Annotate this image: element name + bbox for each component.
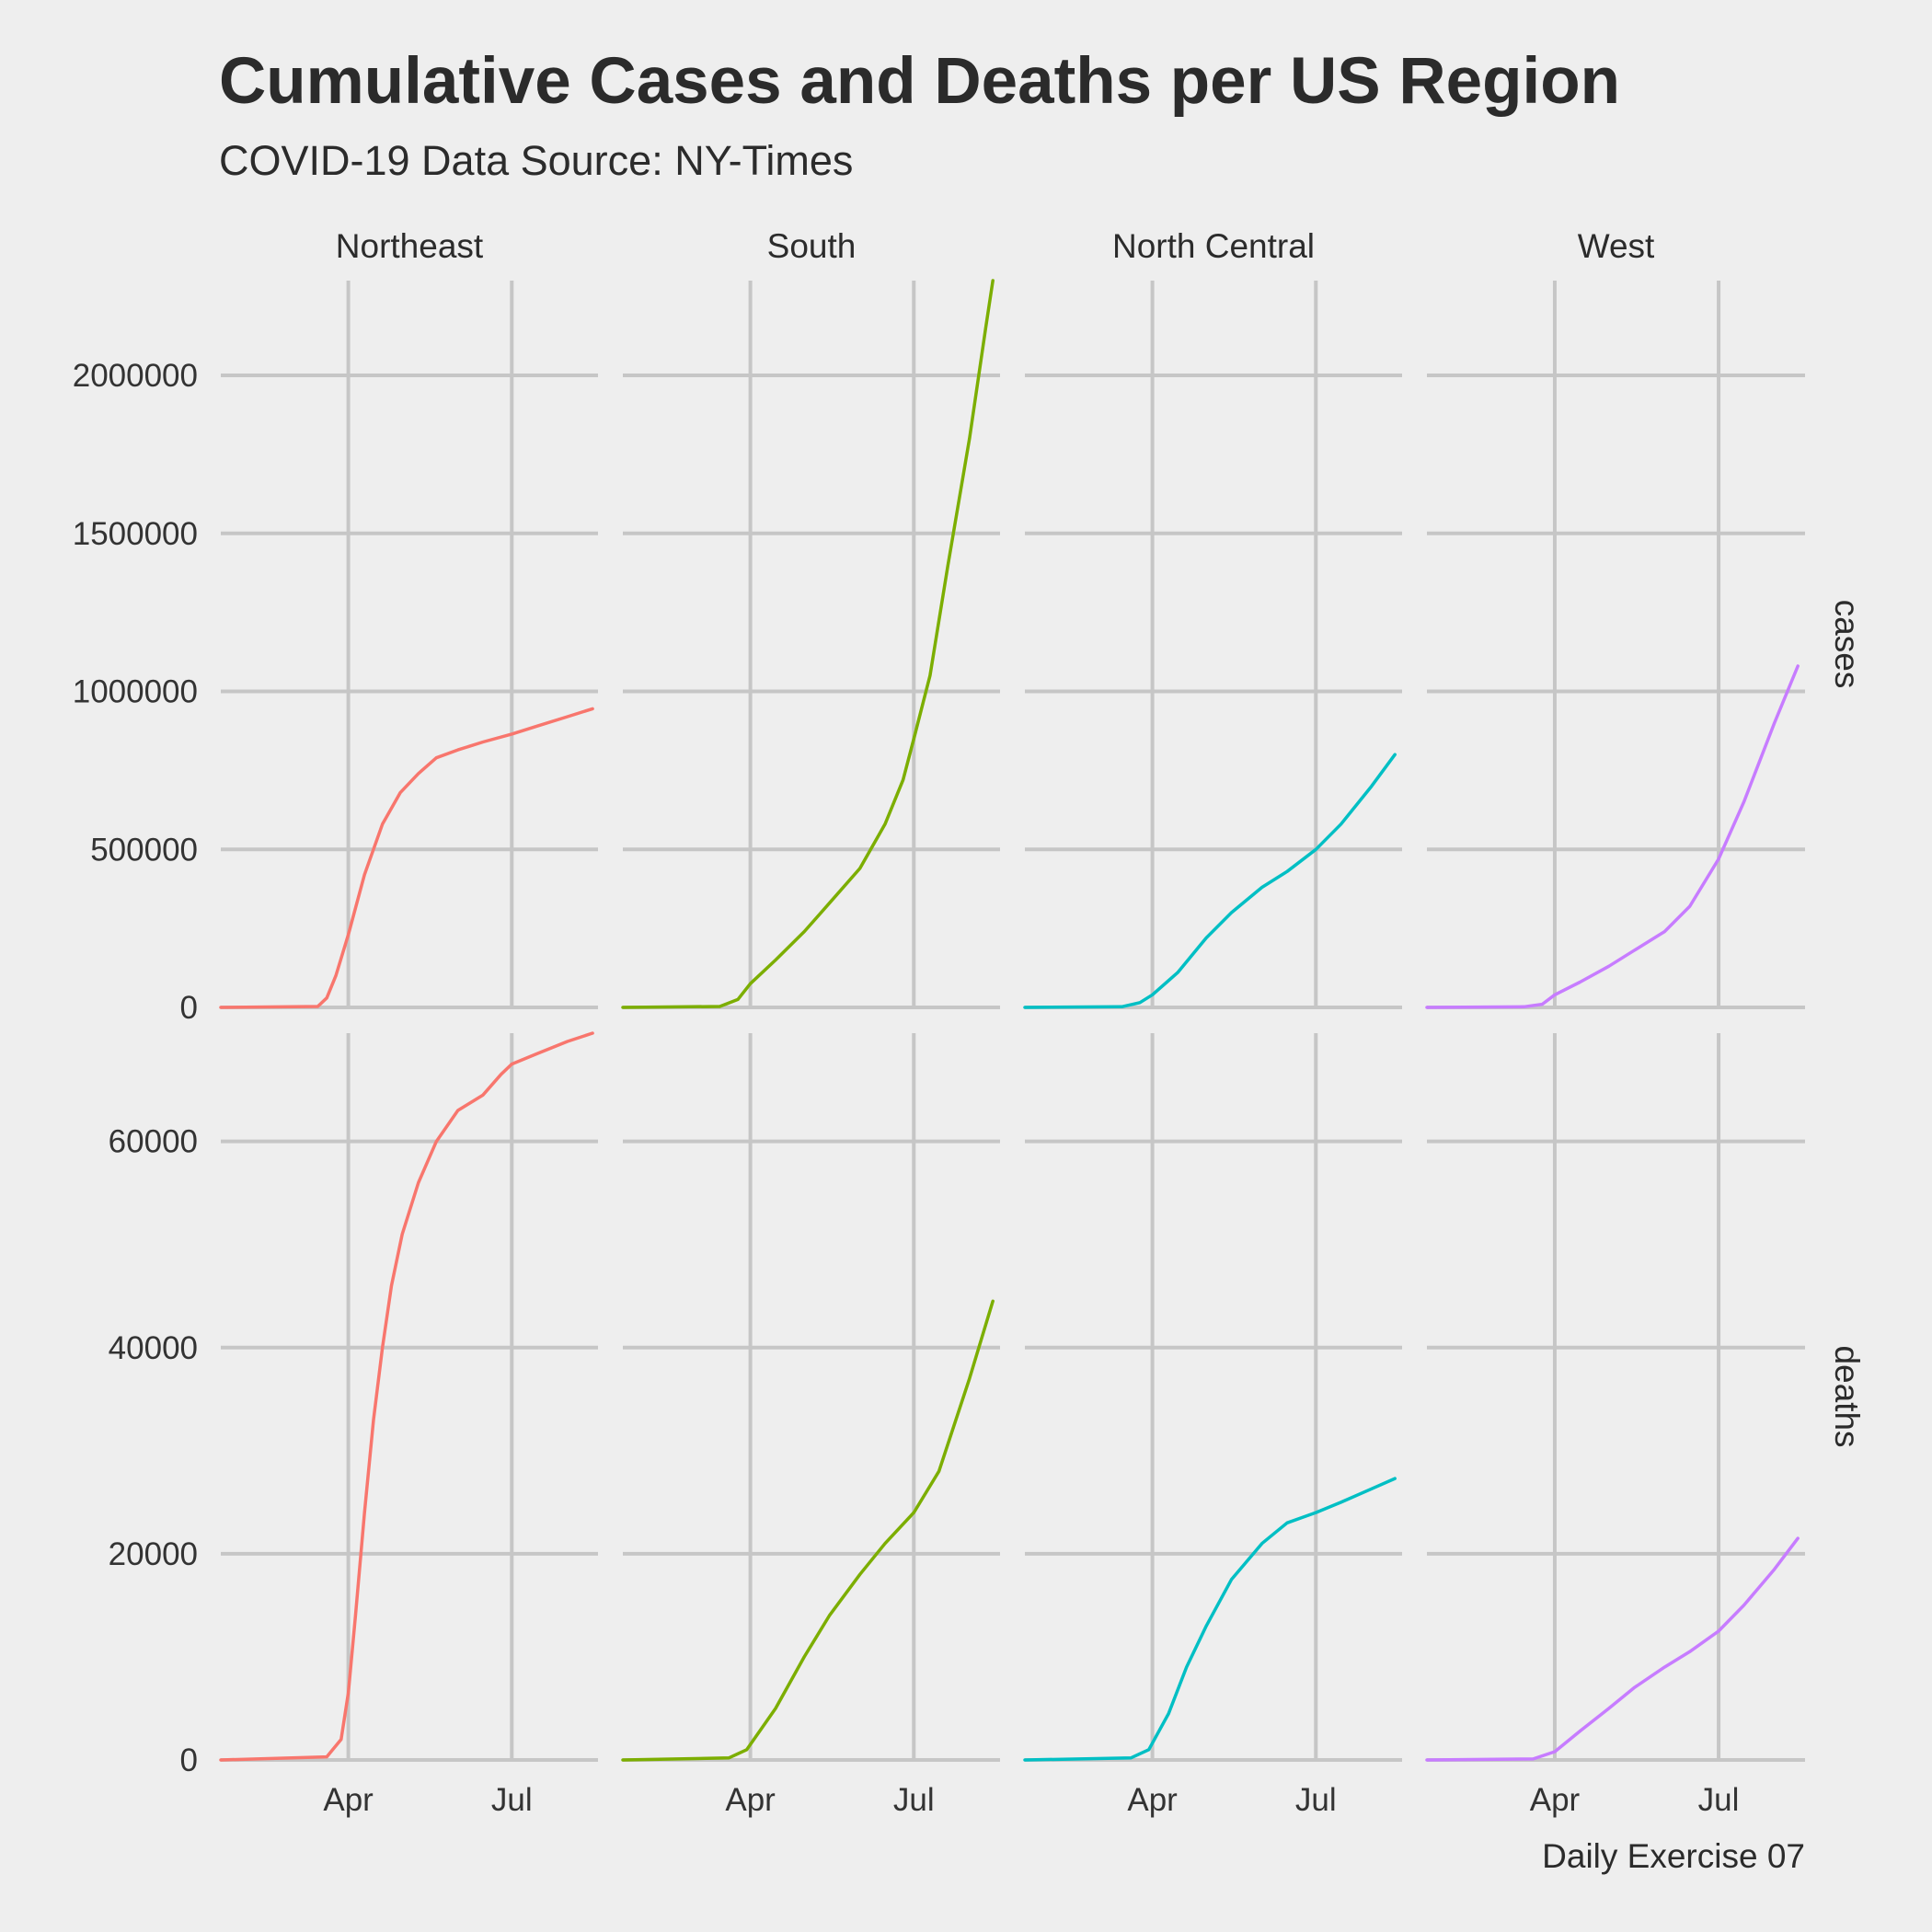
y-tick-label: 0: [180, 1742, 198, 1778]
facet-label-north-central: North Central: [1112, 227, 1315, 265]
series-line-north-central-deaths: [1023, 1477, 1397, 1762]
facet-label-south: South: [767, 227, 857, 265]
chart-subtitle: COVID-19 Data Source: NY-Times: [219, 137, 853, 184]
x-tick-label: Jul: [491, 1782, 533, 1818]
y-tick-label: 1000000: [73, 674, 198, 710]
x-tick-label: Jul: [1698, 1782, 1740, 1818]
x-tick-label: Apr: [323, 1782, 374, 1818]
chart-caption: Daily Exercise 07: [1542, 1837, 1805, 1875]
series-line-west-deaths: [1425, 1536, 1800, 1762]
series-line-south-deaths: [621, 1299, 995, 1762]
chart-title: Cumulative Cases and Deaths per US Regio…: [219, 45, 1620, 118]
y-tick-label: 0: [180, 990, 198, 1026]
series-line-northeast-cases: [219, 707, 594, 1009]
x-tick-label: Jul: [893, 1782, 935, 1818]
series-line-north-central-cases: [1023, 753, 1397, 1009]
series-line-west-cases: [1425, 664, 1800, 1009]
x-tick-label: Jul: [1295, 1782, 1337, 1818]
y-tick-label: 40000: [109, 1330, 198, 1366]
y-tick-label: 1500000: [73, 516, 198, 552]
y-tick-label: 2000000: [73, 358, 198, 394]
facet-label-deaths: deaths: [1828, 1345, 1866, 1447]
y-tick-label: 60000: [109, 1124, 198, 1160]
x-tick-label: Apr: [1530, 1782, 1581, 1818]
facet-label-northeast: Northeast: [336, 227, 484, 265]
y-tick-label: 500000: [90, 832, 198, 868]
series-line-northeast-deaths: [219, 1031, 594, 1762]
y-tick-label: 20000: [109, 1536, 198, 1572]
facet-label-west: West: [1578, 227, 1655, 265]
x-tick-label: Apr: [725, 1782, 776, 1818]
series-line-south-cases: [621, 279, 995, 1009]
facet-label-cases: cases: [1828, 600, 1866, 689]
facet-panels: Northeast South North Central West cases deat…: [73, 227, 1866, 1818]
x-tick-label: Apr: [1127, 1782, 1178, 1818]
